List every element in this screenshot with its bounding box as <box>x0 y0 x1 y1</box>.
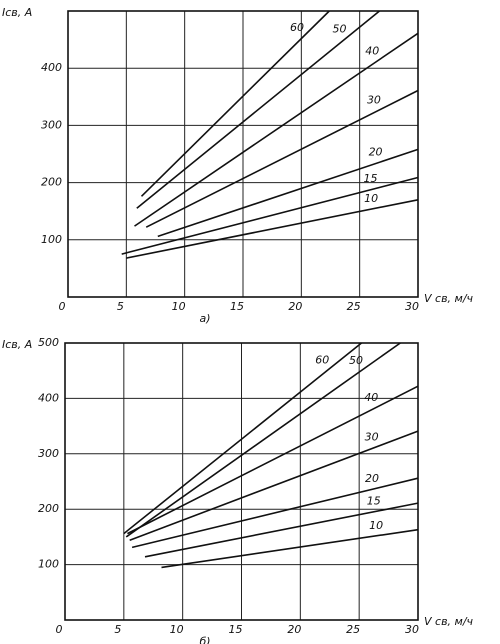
data-line <box>127 385 419 535</box>
data-line <box>157 148 419 238</box>
x-tick-label: 20 <box>288 300 302 313</box>
data-line <box>134 32 419 227</box>
y-tick-label: 100 <box>41 233 62 246</box>
x-tick-label: 25 <box>347 300 361 313</box>
data-line <box>125 342 401 538</box>
y-tick-label: 300 <box>41 118 62 131</box>
series-label: 10 <box>369 519 383 532</box>
caption: а) <box>199 312 210 325</box>
x-tick-label: 10 <box>172 300 186 313</box>
x-tick-label: 15 <box>230 300 244 313</box>
data-line <box>144 502 419 558</box>
x-tick-label: 30 <box>405 623 419 636</box>
data-line <box>123 342 363 535</box>
plot-frame <box>64 342 419 621</box>
series-label: 10 <box>364 192 378 205</box>
series-label: 30 <box>365 430 379 443</box>
data-line <box>129 430 419 541</box>
x-axis-label: V св, м/ч <box>424 615 474 628</box>
x-tick-label: 5 <box>114 623 121 636</box>
data-line <box>140 10 330 197</box>
x-tick-label: 30 <box>405 300 419 313</box>
series-label: 60 <box>315 354 329 367</box>
y-tick-label: 500 <box>38 336 59 349</box>
x-tick-label: 25 <box>346 623 360 636</box>
x-tick-label: 5 <box>117 300 124 313</box>
data-line <box>126 199 419 259</box>
y-tick-label: 200 <box>38 502 59 515</box>
y-tick-label: 400 <box>41 61 62 74</box>
y-tick-label: 400 <box>38 391 59 404</box>
y-axis-label: Iсв, А <box>2 338 32 351</box>
data-line <box>131 477 419 549</box>
series-label: 15 <box>367 495 381 508</box>
series-label: 60 <box>290 21 304 34</box>
x-tick-label: 0 <box>59 300 66 313</box>
series-label: 20 <box>369 146 383 159</box>
y-tick-label: 300 <box>38 447 59 460</box>
x-tick-label: 0 <box>56 623 63 636</box>
data-line <box>161 528 419 569</box>
y-tick-label: 100 <box>38 558 59 571</box>
data-line <box>145 89 419 228</box>
series-label: 50 <box>333 23 347 36</box>
x-tick-label: 10 <box>170 623 184 636</box>
data-line <box>136 10 381 209</box>
x-tick-label: 20 <box>287 623 301 636</box>
series-label: 30 <box>367 94 381 107</box>
series-label: 40 <box>364 391 378 404</box>
series-label: 20 <box>365 472 379 485</box>
y-tick-label: 200 <box>41 176 62 189</box>
caption: б) <box>199 635 210 644</box>
plot-frame <box>67 10 419 298</box>
data-line <box>121 176 419 255</box>
series-label: 50 <box>349 354 363 367</box>
series-label: 40 <box>365 44 379 57</box>
series-label: 15 <box>364 172 378 185</box>
x-tick-label: 15 <box>229 623 243 636</box>
y-axis-label: Iсв, А <box>2 6 32 19</box>
x-axis-label: V св, м/ч <box>424 292 474 305</box>
